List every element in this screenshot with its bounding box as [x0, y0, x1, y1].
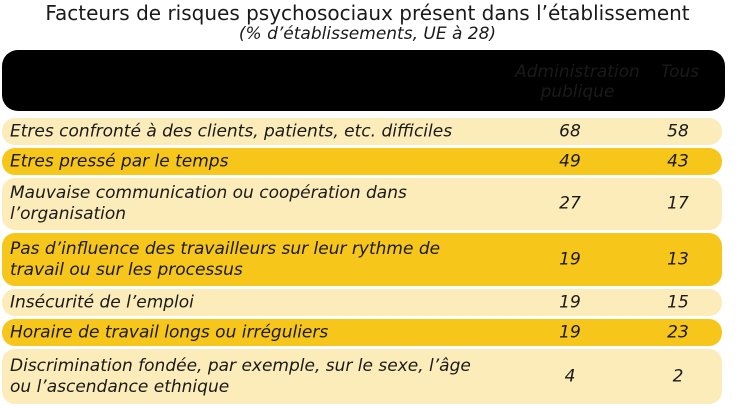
row-label: Etres confronté à des clients, patients,…: [10, 121, 453, 141]
value-administration-publique: 4: [564, 366, 576, 386]
chart-subtitle: (% d’établissements, UE à 28): [238, 24, 497, 44]
table-row: Pas d’influence des travailleurs sur leu…: [2, 233, 722, 286]
row-label: Horaire de travail longs ou irréguliers: [10, 322, 329, 342]
table-row: Discrimination fondée, par exemple, sur …: [2, 349, 722, 404]
column-header-tous: Tous: [660, 62, 700, 82]
table-row: Etres confronté à des clients, patients,…: [2, 118, 722, 145]
table-row: Insécurité de l’emploi 19 15: [2, 289, 722, 316]
row-label: Discrimination fondée, par exemple, sur …: [10, 355, 471, 397]
row-label: Insécurité de l’emploi: [10, 292, 194, 312]
chart-title: Facteurs de risques psychosociaux présen…: [45, 1, 690, 25]
row-label: Etres pressé par le temps: [10, 151, 229, 171]
value-administration-publique: 19: [559, 249, 581, 269]
table-row: Etres pressé par le temps 49 43: [2, 148, 722, 175]
value-tous: 2: [672, 366, 684, 386]
value-tous: 13: [667, 249, 689, 269]
value-administration-publique: 19: [559, 322, 581, 342]
value-administration-publique: 68: [559, 121, 581, 141]
table-row: Horaire de travail longs ou irréguliers 1…: [2, 319, 722, 346]
value-tous: 58: [667, 121, 689, 141]
table-row: Mauvaise communication ou coopération da…: [2, 178, 722, 230]
value-tous: 17: [667, 193, 689, 214]
value-administration-publique: 27: [559, 193, 581, 214]
table-header: [2, 50, 725, 111]
row-label: Pas d’influence des travailleurs sur leu…: [10, 238, 441, 280]
row-label: Mauvaise communication ou coopération da…: [10, 183, 407, 224]
value-tous: 15: [667, 292, 689, 312]
value-tous: 43: [667, 151, 689, 171]
column-header-administration: Administration publique: [515, 62, 640, 102]
value-administration-publique: 49: [559, 151, 581, 171]
value-administration-publique: 19: [559, 292, 581, 312]
value-tous: 23: [667, 322, 689, 342]
